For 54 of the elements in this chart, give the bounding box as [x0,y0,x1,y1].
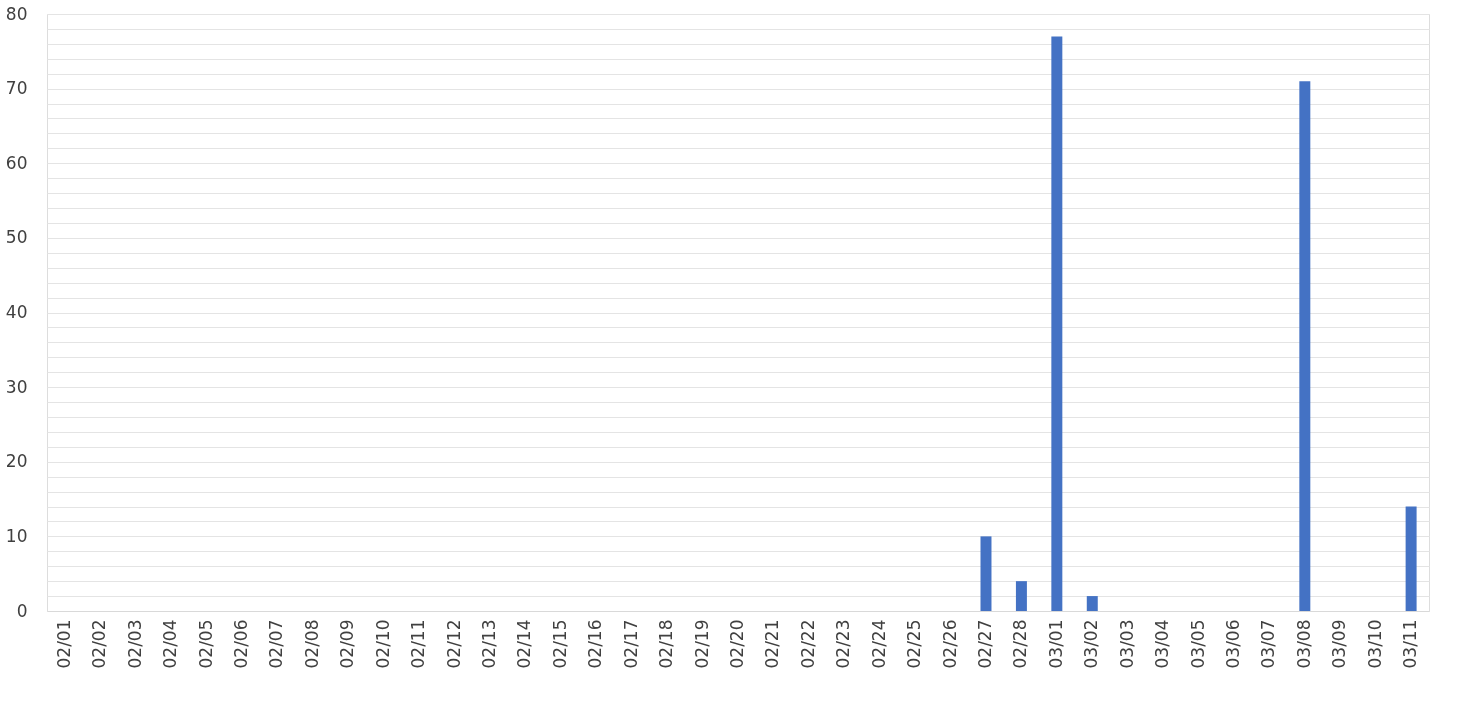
x-tick-label: 02/03 [124,619,145,669]
x-tick-label: 03/03 [1116,619,1137,669]
y-tick-label: 70 [5,78,28,99]
x-tick-label: 02/14 [514,619,535,669]
y-tick-label: 10 [5,525,28,546]
y-tick-label: 60 [5,152,28,173]
x-tick-label: 02/16 [585,619,606,669]
bar [1405,506,1417,611]
x-tick-label: 03/05 [1187,619,1208,669]
x-tick-label: 02/08 [301,619,322,669]
x-tick-label: 03/06 [1222,619,1243,669]
x-tick-label: 03/07 [1258,619,1279,669]
x-tick-label: 03/04 [1152,619,1173,669]
x-tick-label: 02/20 [727,619,747,669]
x-tick-label: 02/05 [195,619,216,669]
x-tick-label: 02/28 [1010,619,1031,669]
y-tick-label: 0 [16,600,28,621]
x-tick-label: 02/11 [408,619,429,669]
x-tick-label: 02/21 [762,619,783,669]
x-tick-label: 02/06 [231,619,252,669]
x-tick-label: 02/09 [337,619,358,669]
bar [1015,581,1027,611]
x-tick-label: 02/22 [797,619,818,669]
x-tick-label: 02/01 [53,619,74,669]
x-tick-label: 03/01 [1045,619,1066,669]
x-tick-label: 02/23 [833,619,854,669]
y-tick-label: 80 [5,3,28,24]
x-tick-label: 02/12 [443,619,464,669]
x-tick-label: 02/25 [904,619,925,669]
x-tick-label: 03/09 [1329,619,1350,669]
y-tick-label: 20 [5,451,28,472]
x-tick-label: 03/02 [1081,619,1102,669]
x-tick-label: 02/27 [974,619,995,669]
x-tick-label: 02/26 [939,619,960,669]
bar [980,536,992,611]
y-tick-label: 40 [5,302,28,322]
y-tick-label: 50 [5,227,28,248]
x-tick-label: 03/11 [1400,619,1421,669]
bar [1086,596,1098,611]
x-tick-label: 02/17 [620,619,641,669]
x-tick-label: 02/04 [160,619,181,669]
x-tick-label: 02/19 [691,619,712,669]
bar [1299,81,1311,611]
x-tick-label: 02/02 [89,619,110,669]
x-tick-label: 02/24 [868,619,889,669]
y-tick-label: 30 [5,376,28,397]
x-tick-label: 02/13 [479,619,500,669]
x-tick-label: 03/08 [1293,619,1314,669]
x-tick-label: 03/10 [1364,619,1385,669]
x-tick-label: 02/15 [549,619,570,669]
x-tick-label: 02/07 [266,619,287,669]
x-tick-label: 02/10 [372,619,393,669]
x-tick-label: 02/18 [656,619,677,669]
bar [1051,36,1063,611]
